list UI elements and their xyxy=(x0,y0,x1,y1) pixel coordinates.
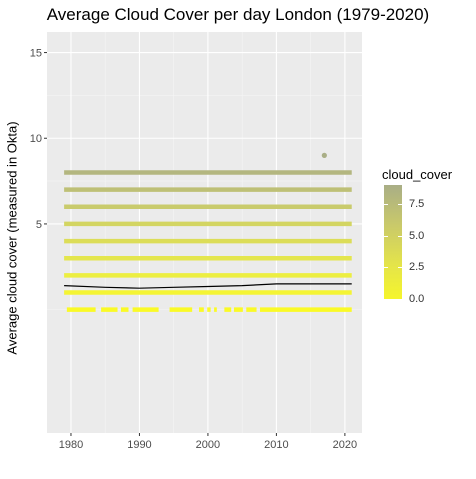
data-point xyxy=(321,152,327,158)
legend-tick-label: 0.0 xyxy=(409,293,425,305)
x-tick-label: 1980 xyxy=(59,439,83,451)
y-tick-label: 5 xyxy=(36,219,42,231)
y-tick-label: 15 xyxy=(30,48,42,60)
legend-tick-mark xyxy=(384,299,388,300)
legend-tick-mark xyxy=(384,204,388,205)
x-tick-label: 2020 xyxy=(333,439,357,451)
plot-panel xyxy=(47,32,362,433)
legend-tick-mark xyxy=(398,299,402,300)
x-tick-label: 2010 xyxy=(264,439,288,451)
legend-colorbar xyxy=(384,185,402,299)
legend-tick-mark xyxy=(398,204,402,205)
legend-tick-mark xyxy=(398,235,402,237)
x-tick-label: 2000 xyxy=(196,439,220,451)
y-axis-label: Average cloud cover (measured in Okta) xyxy=(4,121,20,355)
legend-tick-label: 7.5 xyxy=(409,198,425,210)
y-tick-label: 10 xyxy=(30,133,42,145)
legend-tick-mark xyxy=(384,235,388,237)
legend-title: cloud_cover xyxy=(382,167,453,182)
mean-line xyxy=(64,283,352,289)
chart-title: Average Cloud Cover per day London (1979… xyxy=(46,5,430,24)
legend-tick-label: 2.5 xyxy=(409,261,425,274)
x-tick-label: 1990 xyxy=(127,439,151,451)
legend-tick-mark xyxy=(398,267,402,269)
legend-tick-mark xyxy=(384,267,388,269)
legend-tick-label: 5.0 xyxy=(409,229,425,242)
